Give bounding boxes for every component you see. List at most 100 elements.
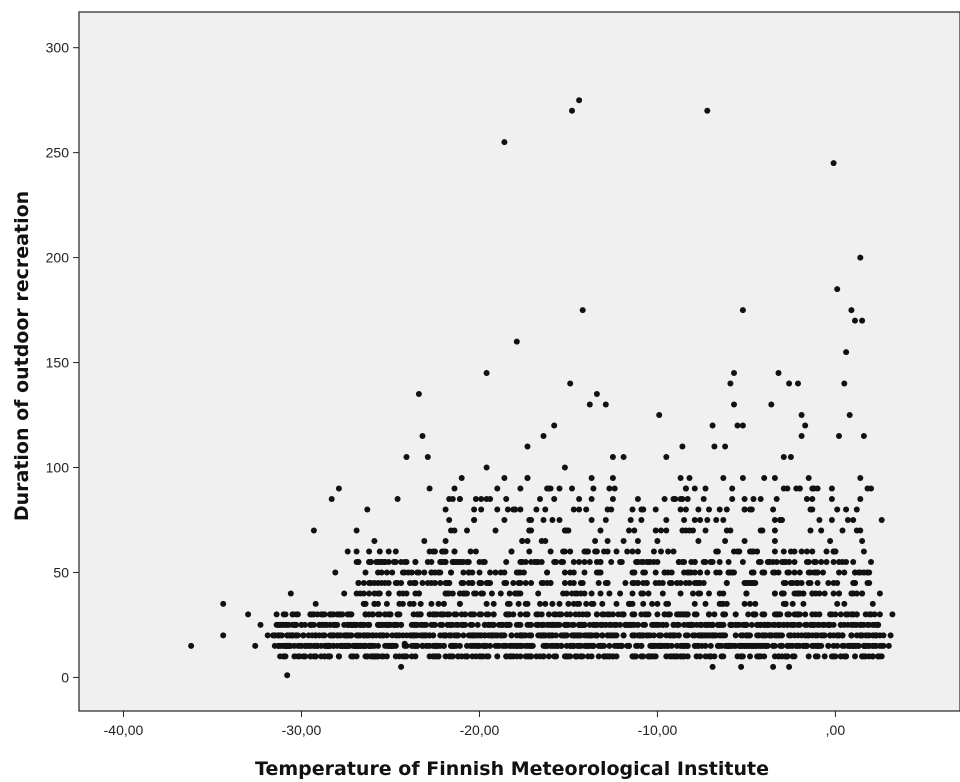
data-point — [723, 580, 730, 586]
data-point — [779, 590, 785, 597]
data-point — [739, 559, 746, 565]
data-point — [836, 559, 842, 565]
data-point — [588, 475, 595, 481]
data-point — [666, 653, 673, 660]
data-point — [773, 632, 780, 639]
data-point — [668, 580, 675, 586]
data-point — [366, 590, 373, 597]
data-point — [770, 559, 777, 565]
data-point — [474, 632, 481, 639]
data-point — [506, 590, 513, 597]
data-point — [650, 548, 657, 555]
data-point — [747, 632, 753, 639]
data-point — [848, 307, 855, 314]
data-point — [862, 653, 869, 660]
data-point — [310, 527, 317, 534]
x-tick-label: ,00 — [826, 722, 846, 738]
data-point — [825, 642, 832, 649]
data-point — [640, 580, 647, 586]
data-point — [795, 380, 801, 387]
data-point — [497, 590, 504, 597]
data-point — [634, 538, 641, 544]
y-tick-label: 250 — [46, 145, 70, 161]
data-point — [335, 632, 342, 639]
x-tick-label: -10,00 — [638, 722, 678, 738]
data-point — [626, 642, 632, 649]
data-point — [280, 611, 287, 618]
data-point — [691, 517, 698, 523]
data-point — [561, 527, 568, 534]
data-point — [693, 621, 700, 628]
data-point — [437, 569, 444, 576]
data-point — [834, 642, 841, 649]
y-tick-label: 300 — [46, 40, 70, 56]
data-point — [291, 621, 298, 628]
data-point — [524, 611, 531, 618]
data-point — [716, 569, 723, 576]
data-point — [844, 517, 851, 523]
data-point — [398, 621, 405, 628]
data-point — [852, 653, 858, 660]
data-point — [697, 653, 704, 660]
data-point — [634, 580, 641, 586]
data-point — [389, 632, 396, 639]
data-point — [439, 621, 446, 628]
data-point — [410, 621, 417, 628]
data-point — [675, 559, 682, 565]
data-point — [795, 580, 801, 586]
data-point — [284, 672, 291, 679]
data-point — [531, 559, 538, 565]
data-point — [682, 632, 689, 639]
data-point — [775, 569, 782, 576]
data-point — [595, 580, 602, 586]
data-point — [442, 538, 449, 544]
data-point — [296, 653, 303, 660]
data-point — [504, 506, 511, 513]
data-point — [709, 422, 716, 429]
data-point — [401, 559, 408, 565]
data-point — [727, 642, 734, 649]
data-point — [542, 506, 549, 513]
data-point — [852, 580, 858, 586]
data-point — [674, 580, 680, 586]
data-point — [590, 485, 597, 492]
data-point — [307, 653, 314, 660]
data-point — [537, 496, 543, 502]
data-point — [675, 632, 682, 639]
data-point — [410, 600, 417, 607]
data-point — [435, 653, 442, 660]
data-point — [560, 548, 567, 555]
data-point — [679, 443, 686, 450]
data-point — [844, 642, 851, 649]
data-point — [334, 642, 341, 649]
data-point — [684, 621, 691, 628]
data-point — [670, 496, 677, 502]
data-point — [816, 590, 823, 597]
data-point — [421, 538, 428, 544]
data-point — [399, 600, 406, 607]
data-point — [399, 653, 406, 660]
data-point — [513, 653, 520, 660]
data-point — [629, 611, 636, 618]
data-point — [650, 632, 657, 639]
x-tick-label: -20,00 — [460, 722, 500, 738]
data-point — [524, 538, 531, 544]
data-point — [843, 653, 850, 660]
data-point — [795, 621, 801, 628]
data-point — [412, 559, 419, 565]
data-point — [426, 611, 433, 618]
data-point — [713, 548, 720, 555]
data-point — [834, 286, 841, 293]
data-point — [597, 590, 604, 597]
data-point — [626, 600, 632, 607]
x-axis: -40,00 -30,00 -20,00 -10,00 ,00 — [104, 711, 846, 738]
data-point — [581, 559, 588, 565]
data-point — [448, 527, 454, 534]
data-point — [535, 621, 542, 628]
data-point — [540, 517, 547, 523]
data-point — [757, 496, 764, 502]
data-point — [695, 538, 702, 544]
data-point — [747, 580, 753, 586]
data-point — [670, 548, 677, 555]
data-point — [371, 580, 378, 586]
